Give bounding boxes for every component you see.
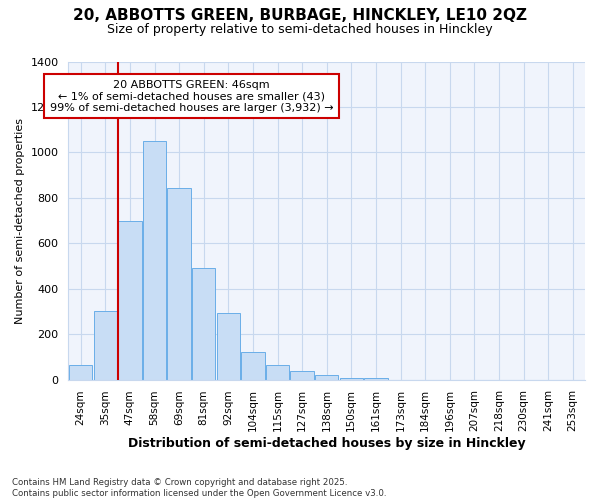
Bar	[266, 365, 289, 380]
Text: Contains HM Land Registry data © Crown copyright and database right 2025.
Contai: Contains HM Land Registry data © Crown c…	[12, 478, 386, 498]
Text: 20, ABBOTTS GREEN, BURBAGE, HINCKLEY, LE10 2QZ: 20, ABBOTTS GREEN, BURBAGE, HINCKLEY, LE…	[73, 8, 527, 22]
Bar	[167, 188, 191, 380]
Bar	[118, 220, 142, 380]
Bar	[192, 268, 215, 380]
Bar	[364, 378, 388, 380]
Bar	[340, 378, 363, 380]
Y-axis label: Number of semi-detached properties: Number of semi-detached properties	[15, 118, 25, 324]
Bar	[143, 141, 166, 380]
X-axis label: Distribution of semi-detached houses by size in Hinckley: Distribution of semi-detached houses by …	[128, 437, 526, 450]
Text: Size of property relative to semi-detached houses in Hinckley: Size of property relative to semi-detach…	[107, 22, 493, 36]
Bar	[217, 312, 240, 380]
Bar	[290, 370, 314, 380]
Bar	[241, 352, 265, 380]
Bar	[69, 365, 92, 380]
Text: 20 ABBOTTS GREEN: 46sqm
← 1% of semi-detached houses are smaller (43)
99% of sem: 20 ABBOTTS GREEN: 46sqm ← 1% of semi-det…	[50, 80, 333, 113]
Bar	[315, 375, 338, 380]
Bar	[94, 312, 117, 380]
